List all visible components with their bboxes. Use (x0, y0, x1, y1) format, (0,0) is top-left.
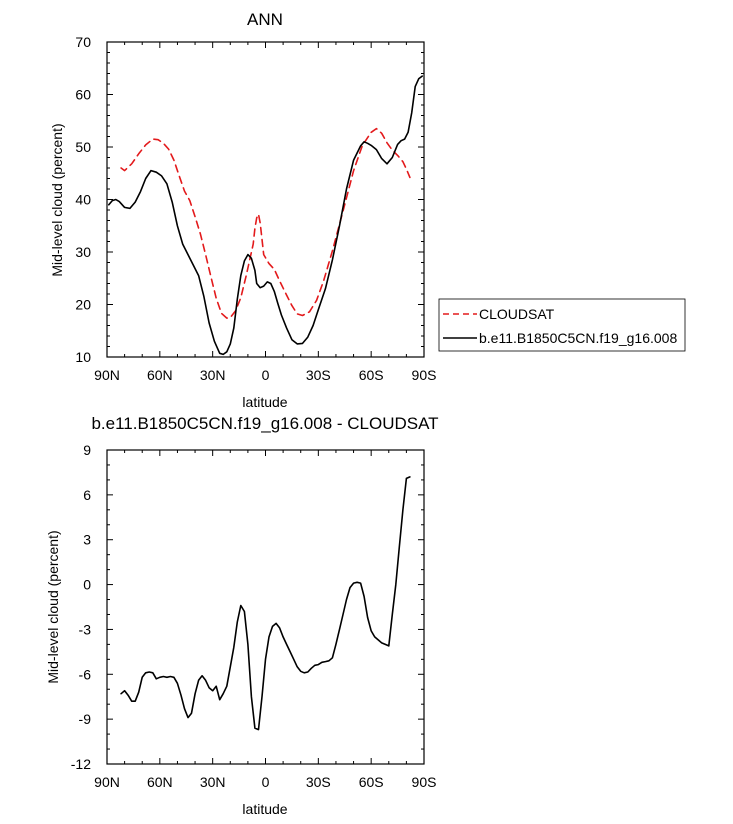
bottom-chart-x-tick-label: 90N (94, 774, 120, 790)
top-chart-x-tick-label: 60N (147, 367, 173, 383)
top-chart-y-tick-label: 70 (75, 34, 91, 50)
top-chart-x-tick-label: 90S (412, 367, 437, 383)
bottom-chart-title: b.e11.B1850C5CN.f19_g16.008 - CLOUDSAT (91, 414, 438, 433)
bottom-chart-x-tick-label: 60N (147, 774, 173, 790)
legend-label-model: b.e11.B1850C5CN.f19_g16.008 (479, 330, 677, 346)
top-chart-y-axis-title: Mid-level cloud (percent) (49, 123, 65, 276)
bottom-chart-y-tick-label: -6 (79, 666, 92, 682)
bottom-chart-y-tick-label: 0 (83, 577, 91, 593)
top-chart-plot-frame (106, 41, 425, 358)
top-chart-x-tick-label: 30S (306, 367, 331, 383)
top-chart-y-tick-label: 50 (75, 139, 91, 155)
legend-label-cloudsat: CLOUDSAT (479, 306, 555, 322)
bottom-chart-series-difference (120, 476, 411, 731)
bottom-chart: b.e11.B1850C5CN.f19_g16.008 - CLOUDSAT 9… (45, 414, 439, 817)
top-chart-y-tick-label: 60 (75, 87, 91, 103)
top-chart-x-axis-title: latitude (242, 394, 287, 410)
bottom-chart-x-tick-label: 0 (262, 774, 270, 790)
top-chart-x-tick-label: 0 (262, 367, 270, 383)
top-chart-y-tick-label: 40 (75, 192, 91, 208)
bottom-chart-y-tick-label: -3 (79, 621, 92, 637)
bottom-chart-y-tick-label: -12 (71, 756, 91, 772)
legend-box (438, 298, 686, 352)
top-chart-x-tick-label: 90N (94, 367, 120, 383)
top-chart-title: ANN (247, 10, 283, 29)
bottom-chart-x-tick-label: 30S (306, 774, 331, 790)
top-chart-series-b-e11-b1850c5cn-f19-g16-008 (108, 75, 424, 356)
bottom-chart-y-tick-label: -9 (79, 711, 92, 727)
bottom-chart-plot-frame (106, 449, 425, 765)
top-chart-y-tick-label: 10 (75, 349, 91, 365)
bottom-chart-x-tick-label: 60S (359, 774, 384, 790)
top-chart: ANN 90N 60N 30N 0 30S 60S 90S 10 20 30 40 50 60 70 la… (49, 10, 436, 410)
bottom-chart-y-axis-title: Mid-level cloud (percent) (45, 530, 61, 683)
bottom-chart-y-tick-label: 3 (83, 532, 91, 548)
bottom-chart-y-tick-label: 6 (83, 487, 91, 503)
bottom-chart-x-tick-label: 90S (412, 774, 437, 790)
top-chart-series-cloudsat (120, 127, 411, 319)
top-chart-x-tick-label: 60S (359, 367, 384, 383)
top-chart-y-tick-label: 30 (75, 244, 91, 260)
top-chart-y-tick-label: 20 (75, 297, 91, 313)
bottom-chart-x-tick-label: 30N (200, 774, 226, 790)
legend: CLOUDSAT b.e11.B1850C5CN.f19_g16.008 (438, 298, 686, 352)
top-chart-x-tick-label: 30N (200, 367, 226, 383)
bottom-chart-x-axis-title: latitude (242, 801, 287, 817)
bottom-chart-y-tick-label: 9 (83, 442, 91, 458)
